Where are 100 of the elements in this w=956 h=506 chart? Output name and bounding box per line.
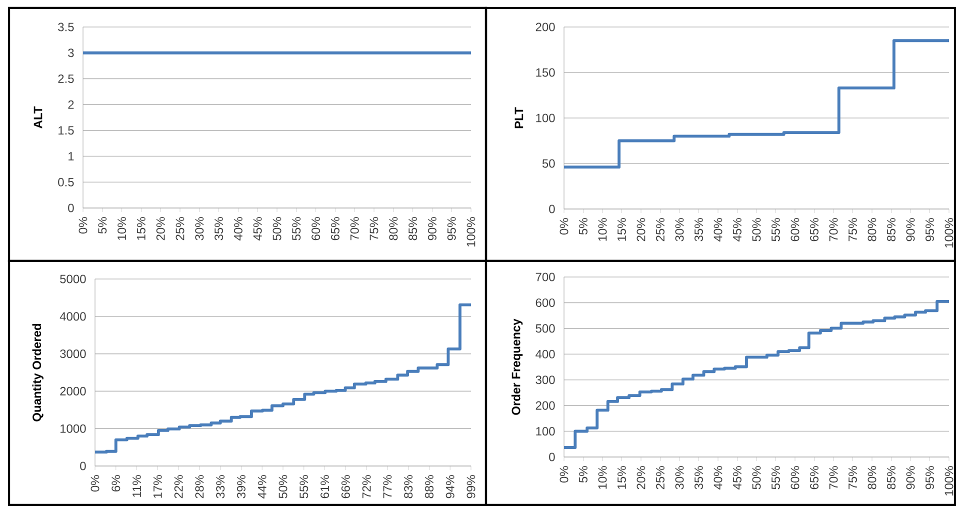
x-tick-label: 75% [370, 217, 378, 240]
x-tick-label: 85% [886, 218, 896, 242]
y-tick-label: 100 [536, 114, 555, 122]
x-tick-label: 50% [752, 218, 761, 242]
x-tick-label: 95% [925, 466, 934, 490]
x-tick-label: 61% [320, 475, 330, 498]
y-tick-label: 2000 [60, 386, 86, 396]
x-tick-label: 50% [752, 466, 761, 490]
x-tick-label: 17% [153, 475, 162, 498]
x-tick-label: 55% [292, 217, 301, 240]
x-tick-label: 22% [174, 475, 183, 498]
y-axis-title: PLT [514, 107, 524, 128]
x-tick-label: 75% [848, 218, 857, 242]
y-tick-label: 0 [549, 204, 555, 214]
x-tick-label: 45% [733, 218, 742, 242]
x-tick-label: 0% [560, 466, 568, 483]
x-tick-label: 77% [383, 475, 392, 498]
y-tick-label: 150 [536, 68, 555, 77]
x-tick-label: 10% [598, 466, 607, 489]
x-tick-label: 5% [579, 466, 588, 483]
x-tick-label: 90% [428, 217, 436, 240]
x-tick-label: 44% [258, 475, 266, 498]
y-tick-label: 3000 [60, 350, 86, 358]
x-tick-label: 88% [424, 475, 434, 498]
x-tick-label: 65% [330, 217, 340, 240]
x-tick-label: 35% [694, 218, 704, 242]
x-tick-label: 40% [714, 466, 722, 490]
x-tick-label: 5% [98, 217, 107, 234]
y-axis-title: ALT [34, 106, 42, 128]
y-tick-label: 0.5 [58, 178, 74, 186]
x-tick-label: 20% [636, 466, 646, 490]
y-tick-label: 200 [536, 22, 555, 32]
x-tick-label: 15% [618, 466, 626, 489]
x-tick-label: 80% [868, 218, 876, 242]
x-tick-label: 30% [675, 218, 684, 242]
x-tick-label: 80% [868, 466, 876, 490]
y-tick-label: 200 [536, 401, 555, 410]
x-tick-label: 10% [118, 217, 126, 240]
x-tick-label: 85% [408, 217, 418, 240]
x-tick-label: 60% [790, 218, 800, 242]
x-tick-label: 65% [810, 466, 819, 490]
x-tick-label: 75% [848, 466, 857, 490]
x-tick-label: 15% [618, 218, 626, 241]
x-tick-label: 99% [466, 475, 476, 498]
y-tick-label: 3 [68, 48, 74, 58]
x-tick-label: 33% [216, 475, 225, 498]
x-tick-label: 72% [362, 475, 371, 498]
y-tick-label: 300 [536, 376, 555, 384]
y-axis-title: Order Frequency [511, 318, 523, 415]
x-tick-label: 25% [176, 217, 184, 240]
y-tick-label: 600 [536, 298, 555, 307]
x-tick-label: 28% [195, 475, 204, 498]
x-tick-label: 90% [906, 218, 915, 242]
x-tick-label: 60% [312, 217, 320, 240]
y-tick-label: 1 [68, 152, 74, 160]
x-tick-label: 40% [714, 218, 722, 242]
x-tick-label: 20% [156, 217, 165, 240]
x-tick-label: 95% [925, 218, 934, 242]
x-tick-label: 30% [675, 466, 684, 490]
x-tick-label: 39% [236, 475, 246, 498]
y-tick-label: 1.5 [58, 126, 74, 135]
x-tick-label: 35% [214, 217, 224, 240]
x-tick-label: 100% [466, 217, 476, 246]
x-tick-label: 55% [772, 466, 780, 490]
x-tick-label: 0% [560, 218, 568, 235]
x-tick-label: 10% [598, 218, 607, 241]
y-axis-title: Quantity Ordered [32, 324, 44, 422]
x-tick-label: 95% [447, 217, 456, 240]
x-tick-label: 0% [78, 217, 88, 234]
y-tick-label: 3.5 [58, 22, 74, 32]
y-tick-label: 100 [536, 427, 555, 436]
x-tick-label: 90% [906, 466, 915, 490]
y-tick-label: 5000 [60, 274, 86, 284]
x-tick-label: 55% [772, 218, 780, 242]
x-tick-label: 25% [656, 218, 665, 242]
x-tick-label: 0% [90, 475, 100, 492]
x-tick-label: 65% [810, 218, 819, 242]
x-tick-label: 15% [136, 217, 146, 240]
x-tick-label: 60% [790, 466, 800, 490]
y-tick-label: 400 [536, 350, 555, 358]
y-tick-label: 500 [536, 324, 555, 333]
x-tick-label: 45% [733, 466, 742, 490]
x-tick-label: 80% [389, 217, 398, 240]
y-tick-label: 50 [542, 159, 555, 168]
x-tick-label: 66% [341, 475, 350, 498]
y-tick-label: 0 [68, 204, 74, 212]
x-tick-label: 100% [944, 466, 954, 496]
x-tick-label: 50% [278, 475, 288, 498]
x-tick-label: 20% [636, 218, 646, 242]
y-tick-label: 2 [68, 100, 74, 109]
x-tick-label: 70% [829, 218, 838, 242]
x-tick-label: 94% [446, 475, 454, 498]
x-tick-label: 6% [112, 475, 120, 492]
x-tick-label: 35% [694, 466, 704, 490]
y-tick-label: 1000 [60, 424, 86, 433]
x-tick-label: 85% [886, 466, 896, 490]
x-tick-label: 70% [350, 217, 359, 240]
x-tick-label: 40% [234, 217, 242, 240]
x-tick-label: 83% [404, 475, 413, 498]
x-tick-label: 5% [579, 218, 588, 235]
